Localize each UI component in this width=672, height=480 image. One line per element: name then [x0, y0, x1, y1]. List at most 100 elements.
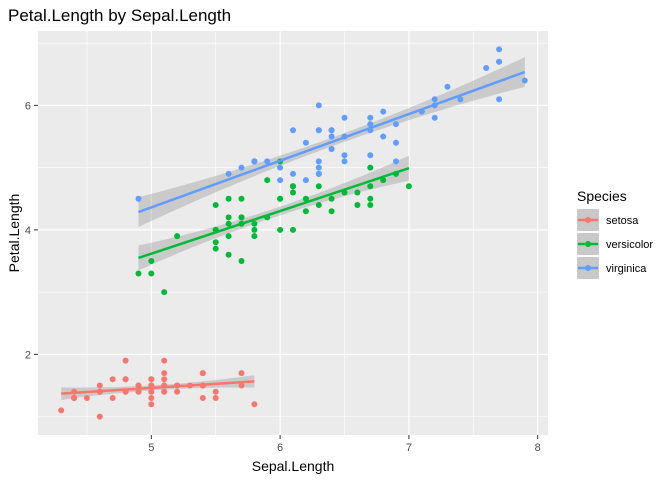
data-point-setosa	[148, 395, 155, 401]
regression-lines	[61, 70, 526, 395]
data-point-virginica	[393, 121, 399, 128]
data-point-virginica	[135, 195, 142, 202]
data-point-versicolor	[405, 183, 412, 190]
data-point-virginica	[483, 65, 490, 71]
data-point-setosa	[109, 376, 116, 383]
data-point-setosa	[199, 370, 206, 377]
data-point-virginica	[367, 114, 374, 121]
data-point-virginica	[238, 164, 245, 171]
data-point-versicolor	[328, 195, 335, 202]
legend-label-setosa: setosa	[606, 215, 639, 227]
regression-line-virginica	[138, 70, 526, 214]
data-point-versicolor	[251, 233, 258, 240]
data-point-versicolor	[277, 226, 284, 233]
data-point-virginica	[380, 108, 387, 115]
data-point-virginica	[393, 158, 399, 165]
data-point-virginica	[315, 127, 322, 134]
data-point-virginica	[328, 127, 335, 134]
y-axis-ticks: 2 4 6	[25, 100, 38, 361]
data-point-setosa	[212, 388, 219, 395]
x-tick-label: 7	[406, 442, 412, 454]
data-point-virginica	[302, 177, 309, 184]
data-point-virginica	[367, 121, 374, 128]
data-point-setosa	[174, 388, 181, 395]
data-point-versicolor	[315, 202, 322, 208]
data-point-versicolor	[225, 195, 232, 202]
data-point-versicolor	[251, 226, 258, 233]
data-point-versicolor	[225, 220, 232, 227]
data-point-virginica	[457, 96, 464, 103]
data-points	[58, 46, 528, 420]
data-point-setosa	[161, 370, 168, 377]
y-tick-label: 4	[25, 225, 31, 237]
data-point-virginica	[341, 158, 348, 165]
data-point-virginica	[496, 58, 503, 65]
data-point-versicolor	[277, 195, 284, 202]
data-point-versicolor	[174, 233, 181, 240]
data-point-versicolor	[225, 233, 232, 240]
data-point-versicolor	[315, 183, 322, 190]
legend-key-point	[585, 217, 591, 223]
data-point-setosa	[199, 395, 206, 401]
data-point-versicolor	[238, 214, 245, 221]
data-point-setosa	[135, 382, 142, 389]
y-axis-title: Petal.Length	[6, 194, 22, 273]
data-point-versicolor	[212, 239, 219, 246]
data-point-versicolor	[367, 164, 374, 171]
data-point-virginica	[290, 127, 296, 134]
data-point-versicolor	[290, 183, 296, 190]
legend-title: Species	[577, 188, 627, 204]
regression-line-versicolor	[138, 167, 410, 260]
data-point-setosa	[148, 388, 155, 395]
data-point-setosa	[212, 395, 219, 401]
data-point-setosa	[71, 395, 78, 401]
data-point-versicolor	[251, 220, 258, 227]
legend: Species setosa versicolor virginica	[577, 188, 653, 279]
data-point-setosa	[251, 401, 258, 408]
data-point-versicolor	[354, 202, 361, 208]
x-tick-label: 6	[277, 442, 283, 454]
data-point-setosa	[122, 376, 129, 383]
data-point-virginica	[264, 158, 271, 165]
data-point-versicolor	[148, 270, 155, 277]
data-point-virginica	[496, 46, 503, 53]
data-point-setosa	[161, 388, 168, 395]
data-point-virginica	[496, 96, 503, 103]
data-point-versicolor	[380, 177, 387, 184]
data-point-setosa	[96, 382, 103, 389]
data-point-versicolor	[135, 270, 142, 277]
data-point-virginica	[315, 102, 322, 109]
data-point-setosa	[238, 370, 245, 377]
data-point-versicolor	[212, 245, 219, 252]
chart-title: Petal.Length by Sepal.Length	[8, 6, 231, 25]
data-point-versicolor	[367, 202, 374, 208]
data-point-setosa	[238, 382, 245, 389]
data-point-versicolor	[367, 183, 374, 190]
data-point-virginica	[290, 170, 296, 177]
data-point-versicolor	[264, 177, 271, 184]
x-axis-title: Sepal.Length	[252, 458, 335, 474]
data-point-virginica	[277, 164, 284, 171]
data-point-virginica	[315, 158, 322, 165]
x-tick-label: 5	[148, 442, 154, 454]
data-point-virginica	[225, 170, 232, 177]
data-point-setosa	[148, 376, 155, 383]
data-point-versicolor	[328, 208, 335, 215]
legend-label-versicolor: versicolor	[606, 239, 653, 251]
data-point-versicolor	[148, 258, 155, 264]
data-point-virginica	[315, 170, 322, 177]
data-point-versicolor	[354, 189, 361, 196]
regression-line-setosa	[61, 380, 255, 395]
y-tick-label: 6	[25, 100, 31, 112]
data-point-virginica	[302, 139, 309, 146]
data-point-virginica	[521, 77, 528, 84]
data-point-versicolor	[367, 195, 374, 202]
legend-items: setosa versicolor virginica	[577, 209, 653, 279]
data-point-virginica	[367, 152, 374, 159]
legend-label-virginica: virginica	[606, 263, 647, 275]
data-point-versicolor	[290, 189, 296, 196]
data-point-virginica	[380, 133, 387, 140]
legend-key-point	[585, 265, 591, 271]
data-point-setosa	[83, 395, 90, 401]
